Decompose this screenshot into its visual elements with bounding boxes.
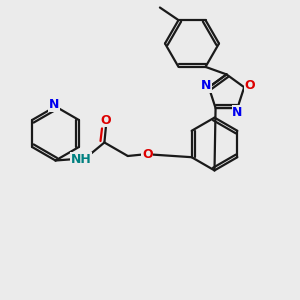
Text: N: N bbox=[49, 98, 59, 112]
Text: O: O bbox=[100, 114, 111, 127]
Text: NH: NH bbox=[70, 152, 92, 166]
Text: O: O bbox=[244, 79, 255, 92]
Text: O: O bbox=[142, 148, 153, 161]
Text: N: N bbox=[201, 79, 212, 92]
Text: N: N bbox=[232, 106, 243, 119]
